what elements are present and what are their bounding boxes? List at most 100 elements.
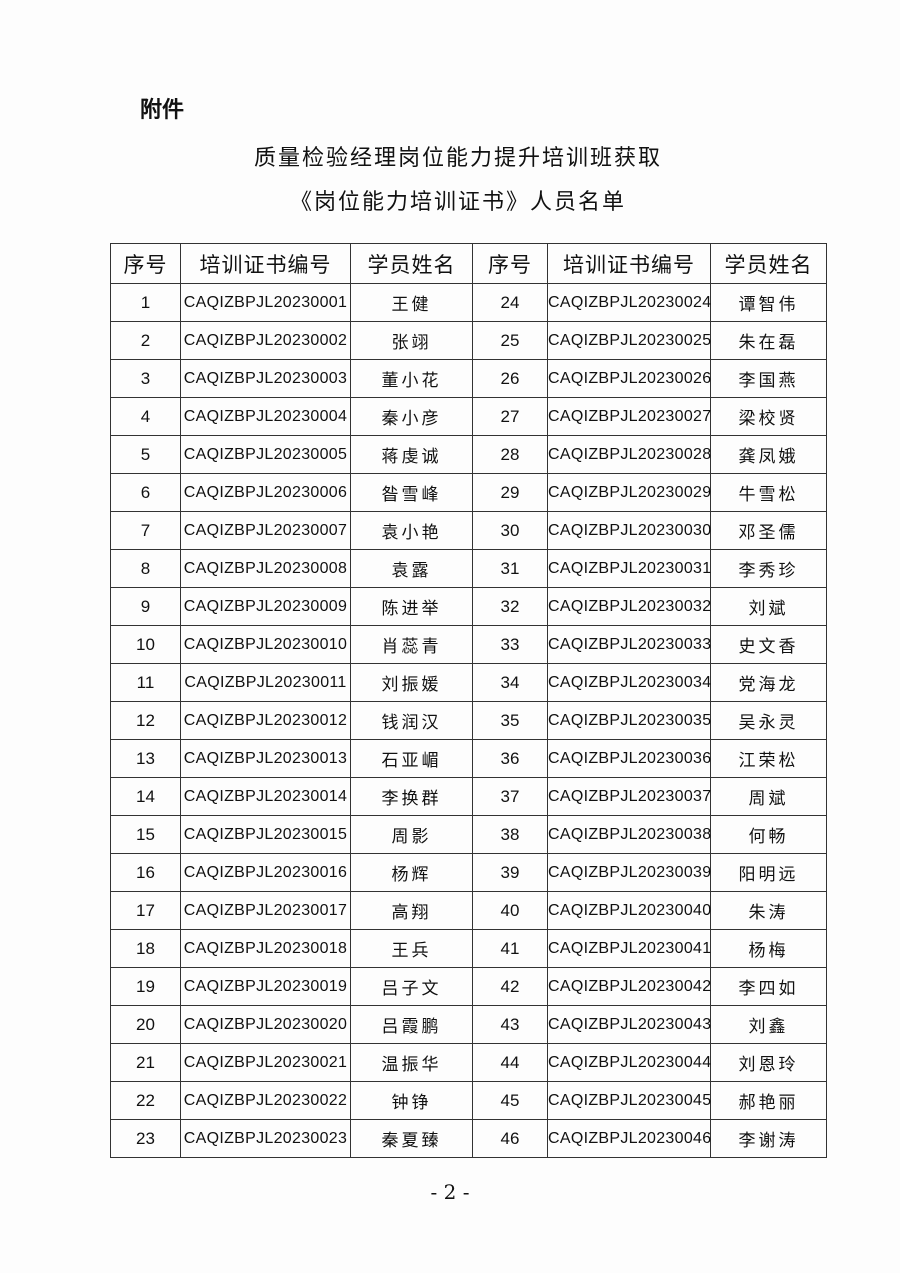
cert-no-cell: CAQIZBPJL20230041	[547, 929, 711, 968]
seq-cell: 1	[110, 283, 181, 322]
seq-cell: 4	[110, 397, 181, 436]
seq-cell: 13	[110, 739, 181, 778]
name-cell: 杨梅	[710, 929, 827, 968]
name-cell: 阳明远	[710, 853, 827, 892]
name-cell: 石亚嵋	[350, 739, 473, 778]
name-cell: 刘斌	[710, 587, 827, 626]
cert-no-cell: CAQIZBPJL20230030	[547, 511, 711, 550]
header-cert-no: 培训证书编号	[547, 243, 711, 284]
seq-cell: 45	[472, 1081, 548, 1120]
seq-cell: 3	[110, 359, 181, 398]
seq-cell: 34	[472, 663, 548, 702]
cert-no-cell: CAQIZBPJL20230029	[547, 473, 711, 512]
table-row: 5 CAQIZBPJL20230005 蒋虔诚 28 CAQIZBPJL20230028…	[110, 435, 827, 474]
page-number: - 2 -	[430, 1180, 470, 1204]
table-row: 7 CAQIZBPJL20230007 袁小艳 30 CAQIZBPJL20230030…	[110, 511, 827, 550]
name-cell: 谭智伟	[710, 283, 827, 322]
cert-no-cell: CAQIZBPJL20230045	[547, 1081, 711, 1120]
name-cell: 王兵	[350, 929, 473, 968]
table-row: 16 CAQIZBPJL20230016 杨辉 39 CAQIZBPJL20230039…	[110, 853, 827, 892]
cert-no-cell: CAQIZBPJL20230036	[547, 739, 711, 778]
seq-cell: 5	[110, 435, 181, 474]
seq-cell: 18	[110, 929, 181, 968]
table-row: 12 CAQIZBPJL20230012 钱润汉 35 CAQIZBPJL2023003…	[110, 701, 827, 740]
seq-cell: 43	[472, 1005, 548, 1044]
name-cell: 昝雪峰	[350, 473, 473, 512]
name-cell: 秦夏臻	[350, 1119, 473, 1158]
table-row: 11 CAQIZBPJL20230011 刘振媛 34 CAQIZBPJL2023003…	[110, 663, 827, 702]
table-row: 10 CAQIZBPJL20230010 肖蕊青 33 CAQIZBPJL2023003…	[110, 625, 827, 664]
cert-no-cell: CAQIZBPJL20230027	[547, 397, 711, 436]
name-cell: 秦小彦	[350, 397, 473, 436]
cert-no-cell: CAQIZBPJL20230028	[547, 435, 711, 474]
seq-cell: 23	[110, 1119, 181, 1158]
seq-cell: 9	[110, 587, 181, 626]
cert-no-cell: CAQIZBPJL20230001	[180, 283, 351, 322]
cert-no-cell: CAQIZBPJL20230046	[547, 1119, 711, 1158]
cert-no-cell: CAQIZBPJL20230037	[547, 777, 711, 816]
cert-no-cell: CAQIZBPJL20230020	[180, 1005, 351, 1044]
name-cell: 邓圣儒	[710, 511, 827, 550]
name-cell: 梁校贤	[710, 397, 827, 436]
seq-cell: 36	[472, 739, 548, 778]
name-cell: 朱涛	[710, 891, 827, 930]
cert-no-cell: CAQIZBPJL20230010	[180, 625, 351, 664]
header-cert-no: 培训证书编号	[180, 243, 351, 284]
header-name: 学员姓名	[710, 243, 827, 284]
seq-cell: 46	[472, 1119, 548, 1158]
seq-cell: 30	[472, 511, 548, 550]
name-cell: 李国燕	[710, 359, 827, 398]
certificate-table: 序号 培训证书编号 学员姓名 序号 培训证书编号 学员姓名 1 CAQIZBPJL…	[110, 243, 827, 1158]
name-cell: 陈进举	[350, 587, 473, 626]
name-cell: 周斌	[710, 777, 827, 816]
cert-no-cell: CAQIZBPJL20230008	[180, 549, 351, 588]
name-cell: 蒋虔诚	[350, 435, 473, 474]
name-cell: 龚凤娥	[710, 435, 827, 474]
table-row: 4 CAQIZBPJL20230004 秦小彦 27 CAQIZBPJL20230027…	[110, 397, 827, 436]
cert-no-cell: CAQIZBPJL20230035	[547, 701, 711, 740]
cert-no-cell: CAQIZBPJL20230021	[180, 1043, 351, 1082]
seq-cell: 20	[110, 1005, 181, 1044]
seq-cell: 38	[472, 815, 548, 854]
seq-cell: 11	[110, 663, 181, 702]
cert-no-cell: CAQIZBPJL20230025	[547, 321, 711, 360]
name-cell: 张翊	[350, 321, 473, 360]
name-cell: 李四如	[710, 967, 827, 1006]
seq-cell: 26	[472, 359, 548, 398]
seq-cell: 22	[110, 1081, 181, 1120]
cert-no-cell: CAQIZBPJL20230002	[180, 321, 351, 360]
name-cell: 江荣松	[710, 739, 827, 778]
seq-cell: 35	[472, 701, 548, 740]
table-row: 3 CAQIZBPJL20230003 董小花 26 CAQIZBPJL20230026…	[110, 359, 827, 398]
name-cell: 王健	[350, 283, 473, 322]
table-row: 14 CAQIZBPJL20230014 李换群 37 CAQIZBPJL2023003…	[110, 777, 827, 816]
table-row: 1 CAQIZBPJL20230001 王健 24 CAQIZBPJL20230024 谭…	[110, 283, 827, 322]
table-row: 21 CAQIZBPJL20230021 温振华 44 CAQIZBPJL2023004…	[110, 1043, 827, 1082]
cert-no-cell: CAQIZBPJL20230014	[180, 777, 351, 816]
table-row: 19 CAQIZBPJL20230019 吕子文 42 CAQIZBPJL2023004…	[110, 967, 827, 1006]
table-row: 15 CAQIZBPJL20230015 周影 38 CAQIZBPJL20230038…	[110, 815, 827, 854]
cert-no-cell: CAQIZBPJL20230039	[547, 853, 711, 892]
cert-no-cell: CAQIZBPJL20230043	[547, 1005, 711, 1044]
seq-cell: 40	[472, 891, 548, 930]
seq-cell: 17	[110, 891, 181, 930]
name-cell: 党海龙	[710, 663, 827, 702]
name-cell: 董小花	[350, 359, 473, 398]
header-seq: 序号	[472, 243, 548, 284]
name-cell: 吕子文	[350, 967, 473, 1006]
name-cell: 刘恩玲	[710, 1043, 827, 1082]
name-cell: 吴永灵	[710, 701, 827, 740]
name-cell: 杨辉	[350, 853, 473, 892]
table-row: 6 CAQIZBPJL20230006 昝雪峰 29 CAQIZBPJL20230029…	[110, 473, 827, 512]
cert-no-cell: CAQIZBPJL20230044	[547, 1043, 711, 1082]
title-line-2: 《岗位能力培训证书》人员名单	[289, 190, 626, 215]
cert-no-cell: CAQIZBPJL20230005	[180, 435, 351, 474]
seq-cell: 12	[110, 701, 181, 740]
seq-cell: 7	[110, 511, 181, 550]
cert-no-cell: CAQIZBPJL20230007	[180, 511, 351, 550]
name-cell: 史文香	[710, 625, 827, 664]
table-header-row: 序号 培训证书编号 学员姓名 序号 培训证书编号 学员姓名	[110, 243, 827, 284]
cert-no-cell: CAQIZBPJL20230011	[180, 663, 351, 702]
seq-cell: 32	[472, 587, 548, 626]
cert-no-cell: CAQIZBPJL20230042	[547, 967, 711, 1006]
